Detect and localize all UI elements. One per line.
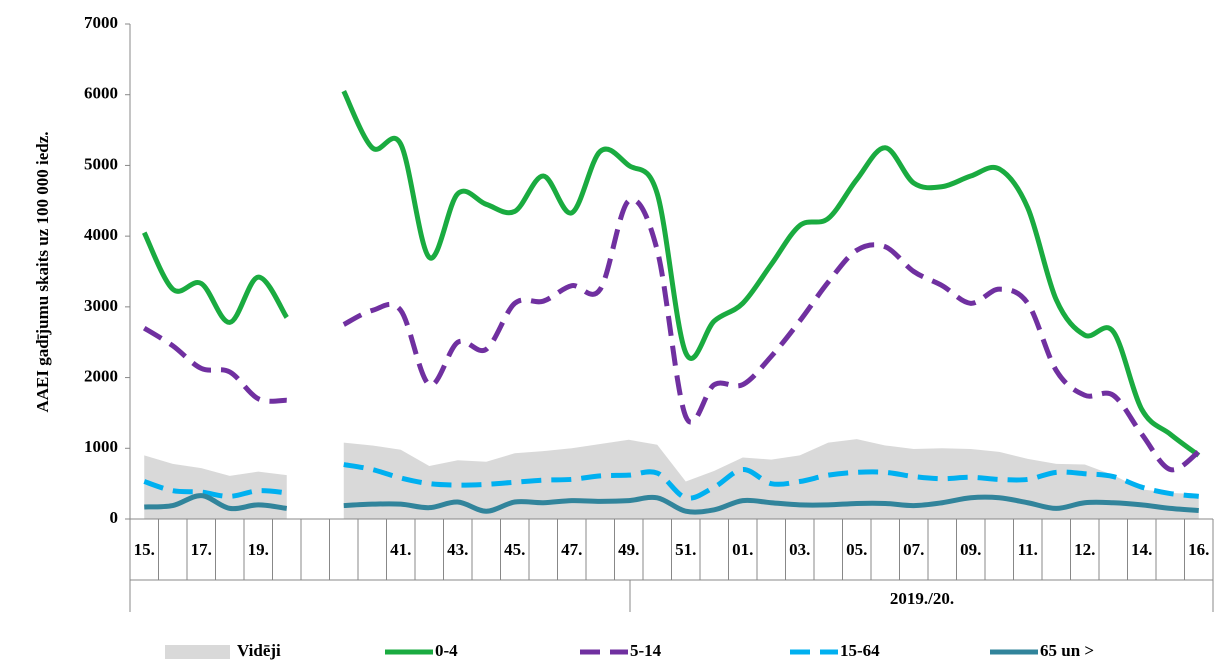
- y-tick-label: 2000: [84, 366, 118, 385]
- legend-label: 15-64: [840, 641, 880, 660]
- x-tick-label: 07.: [903, 540, 924, 559]
- legend-swatch: [165, 645, 230, 659]
- legend-label: 5-14: [630, 641, 662, 660]
- x-tick-label: 47.: [561, 540, 582, 559]
- y-tick-label: 7000: [84, 13, 118, 32]
- x-tick-label: 49.: [618, 540, 639, 559]
- y-tick-label: 4000: [84, 225, 118, 244]
- line: [143, 462, 1199, 501]
- y-tick-label: 0: [110, 508, 119, 527]
- x-tick-label: 15.: [134, 540, 155, 559]
- x-tick-label: 12.: [1074, 540, 1095, 559]
- y-axis-title: AAEI gadījumu skaits uz 100 000 iedz.: [33, 131, 52, 412]
- line: [141, 90, 1201, 458]
- x-tick-label: 11.: [1018, 540, 1038, 559]
- x-tick-label: 01.: [732, 540, 753, 559]
- x-tick-label: 03.: [789, 540, 810, 559]
- legend-label: 0-4: [435, 641, 458, 660]
- x-group-label: 2019./20.: [890, 589, 954, 608]
- x-tick-label: 43.: [447, 540, 468, 559]
- legend-label: 65 un >: [1040, 641, 1094, 660]
- line: [144, 493, 1199, 515]
- area: [144, 439, 1199, 519]
- x-tick-label: 16.: [1188, 540, 1209, 559]
- x-tick-label: 17.: [191, 540, 212, 559]
- x-tick-label: 41.: [390, 540, 411, 559]
- y-tick-label: 1000: [84, 437, 118, 456]
- line: [142, 197, 1201, 473]
- x-tick-label: 05.: [846, 540, 867, 559]
- y-tick-label: 5000: [84, 154, 118, 173]
- x-tick-label: 19.: [248, 540, 269, 559]
- y-tick-label: 3000: [84, 296, 118, 315]
- x-tick-label: 51.: [675, 540, 696, 559]
- x-tick-label: 14.: [1131, 540, 1152, 559]
- legend-label: Vidēji: [237, 641, 281, 660]
- y-tick-label: 6000: [84, 84, 118, 103]
- x-tick-label: 09.: [960, 540, 981, 559]
- x-tick-label: 45.: [504, 540, 525, 559]
